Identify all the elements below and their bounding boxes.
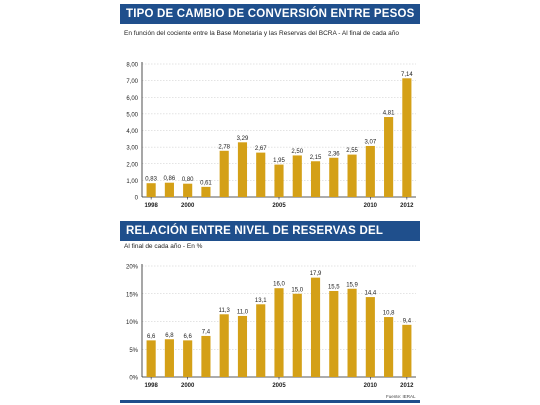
chart1-value-label: 2,67 bbox=[255, 146, 267, 152]
chart2-value-label: 10,8 bbox=[383, 311, 395, 317]
chart2-value-label: 11,3 bbox=[219, 308, 231, 314]
chart1-value-label: 2,15 bbox=[310, 155, 322, 161]
chart2-value-label: 15,0 bbox=[291, 287, 303, 293]
chart2-bar bbox=[237, 315, 248, 377]
chart1-xtick-label: 2005 bbox=[272, 203, 286, 209]
chart2-value-label: 13,1 bbox=[255, 298, 267, 304]
chart1-value-label: 3,29 bbox=[237, 136, 249, 142]
chart1-value-label: 2,78 bbox=[218, 144, 230, 150]
chart1-ytick-label: 7,00 bbox=[126, 79, 138, 85]
chart1-ytick-label: 6,00 bbox=[126, 96, 138, 102]
chart1-value-label: 2,36 bbox=[328, 151, 340, 157]
chart1-bar bbox=[237, 142, 248, 197]
chart1-xtick-label: 2010 bbox=[364, 203, 378, 209]
chart1-ytick-label: 8,00 bbox=[126, 63, 138, 69]
chart1-value-label: 7,14 bbox=[401, 72, 413, 78]
chart1-value-label: 0,80 bbox=[182, 177, 194, 183]
chart1-bar bbox=[310, 161, 321, 197]
chart2-bar bbox=[292, 293, 302, 377]
chart2-bar bbox=[402, 324, 412, 377]
chart1-ytick-label: 2,00 bbox=[126, 162, 138, 168]
chart1-value-label: 1,95 bbox=[273, 158, 285, 164]
chart1-value-label: 3,07 bbox=[364, 139, 376, 145]
chart1-value-label: 0,86 bbox=[164, 176, 176, 182]
chart1-title: TIPO DE CAMBIO DE CONVERSIÓN ENTRE PESOS… bbox=[120, 4, 420, 40]
chart1-ytick-label: 5,00 bbox=[126, 112, 138, 118]
chart1-ytick-label: 3,00 bbox=[126, 146, 138, 152]
chart1-value-label: 4,81 bbox=[383, 111, 395, 117]
chart2-bar bbox=[164, 339, 174, 377]
chart1-value-label: 2,55 bbox=[346, 148, 358, 154]
chart2-xtick-label: 2010 bbox=[364, 383, 378, 389]
chart1-bar bbox=[183, 183, 193, 197]
chart2-bar bbox=[146, 340, 156, 377]
chart1-bar bbox=[402, 78, 412, 197]
chart2-ytick-label: 15% bbox=[126, 292, 139, 298]
chart2-bar bbox=[201, 335, 211, 377]
chart2-value-label: 15,9 bbox=[346, 282, 358, 288]
chart2-bar bbox=[256, 304, 266, 377]
chart1-bar bbox=[329, 157, 339, 197]
chart2-bar bbox=[219, 314, 229, 377]
chart2-bar bbox=[347, 288, 357, 377]
chart2-bar bbox=[329, 290, 339, 377]
chart2-xtick-label: 2012 bbox=[400, 383, 414, 389]
chart1-ytick-label: 0 bbox=[135, 196, 139, 202]
chart2-bar bbox=[310, 277, 321, 377]
chart2-value-label: 15,5 bbox=[328, 284, 340, 290]
chart1-exchange-rate: 0 1,00 2,00 3,00 4,00 5,00 6,00 7,00 8,00 0,83 0,8… bbox=[126, 62, 416, 209]
chart2-xtick-label: 2005 bbox=[272, 383, 286, 389]
chart2-value-label: 6,6 bbox=[183, 334, 192, 340]
chart1-bar bbox=[201, 186, 211, 197]
chart2-value-label: 16,0 bbox=[273, 282, 285, 288]
chart2-value-label: 17,9 bbox=[310, 271, 322, 277]
chart2-value-label: 9,4 bbox=[403, 318, 412, 324]
chart1-ytick-label: 1,00 bbox=[126, 179, 138, 185]
chart1-bar bbox=[219, 150, 229, 197]
chart1-ytick-label: 4,00 bbox=[126, 129, 138, 135]
chart2-bar bbox=[183, 340, 193, 377]
chart1-value-label: 2,50 bbox=[291, 149, 303, 155]
chart2-xtick-label: 2000 bbox=[181, 383, 195, 389]
chart2-subtitle: Al final de cada año - En % bbox=[124, 243, 203, 250]
chart2-ytick-label: 0% bbox=[129, 376, 138, 382]
chart2-value-label: 6,6 bbox=[147, 334, 156, 340]
chart1-value-label: 0,83 bbox=[145, 177, 157, 183]
chart1-bar bbox=[146, 183, 156, 197]
chart2-value-label: 14,4 bbox=[364, 291, 376, 297]
chart2-xtick-label: 1998 bbox=[144, 383, 158, 389]
chart1-subtitle: En función del cociente entre la Base Mo… bbox=[124, 30, 399, 37]
chart2-value-label: 7,4 bbox=[202, 329, 211, 335]
chart1-bar bbox=[274, 164, 284, 197]
chart2-bar bbox=[274, 288, 284, 377]
chart1-bar bbox=[347, 154, 357, 197]
bottom-rule bbox=[120, 400, 420, 403]
chart2-title: RELACIÓN ENTRE NIVEL DE RESERVAS DEL BCR… bbox=[120, 221, 420, 257]
chart2-bar bbox=[365, 297, 375, 377]
chart1-bar bbox=[365, 145, 375, 197]
chart1-value-label: 0,61 bbox=[200, 180, 212, 186]
chart1-bar bbox=[256, 152, 266, 197]
chart2-bar bbox=[384, 317, 394, 377]
chart2-value-label: 6,8 bbox=[165, 333, 174, 339]
chart1-xtick-label: 2012 bbox=[400, 203, 414, 209]
chart1-xtick-label: 2000 bbox=[181, 203, 195, 209]
source-note: Fuente: IERAL bbox=[386, 394, 416, 399]
chart2-reserves-gdp: 0% 5% 10% 15% 20% 6,6 6,8 6,6 7,4 11,3 11,0 13,1 16,… bbox=[126, 264, 416, 389]
chart1-bar bbox=[164, 182, 174, 197]
chart2-value-label: 11,0 bbox=[237, 309, 249, 315]
chart1-xtick-label: 1998 bbox=[144, 203, 158, 209]
chart1-bar bbox=[292, 155, 302, 197]
chart1-bar bbox=[384, 117, 394, 197]
chart2-ytick-label: 5% bbox=[129, 348, 138, 354]
chart2-ytick-label: 10% bbox=[126, 320, 139, 326]
chart2-ytick-label: 20% bbox=[126, 265, 139, 271]
